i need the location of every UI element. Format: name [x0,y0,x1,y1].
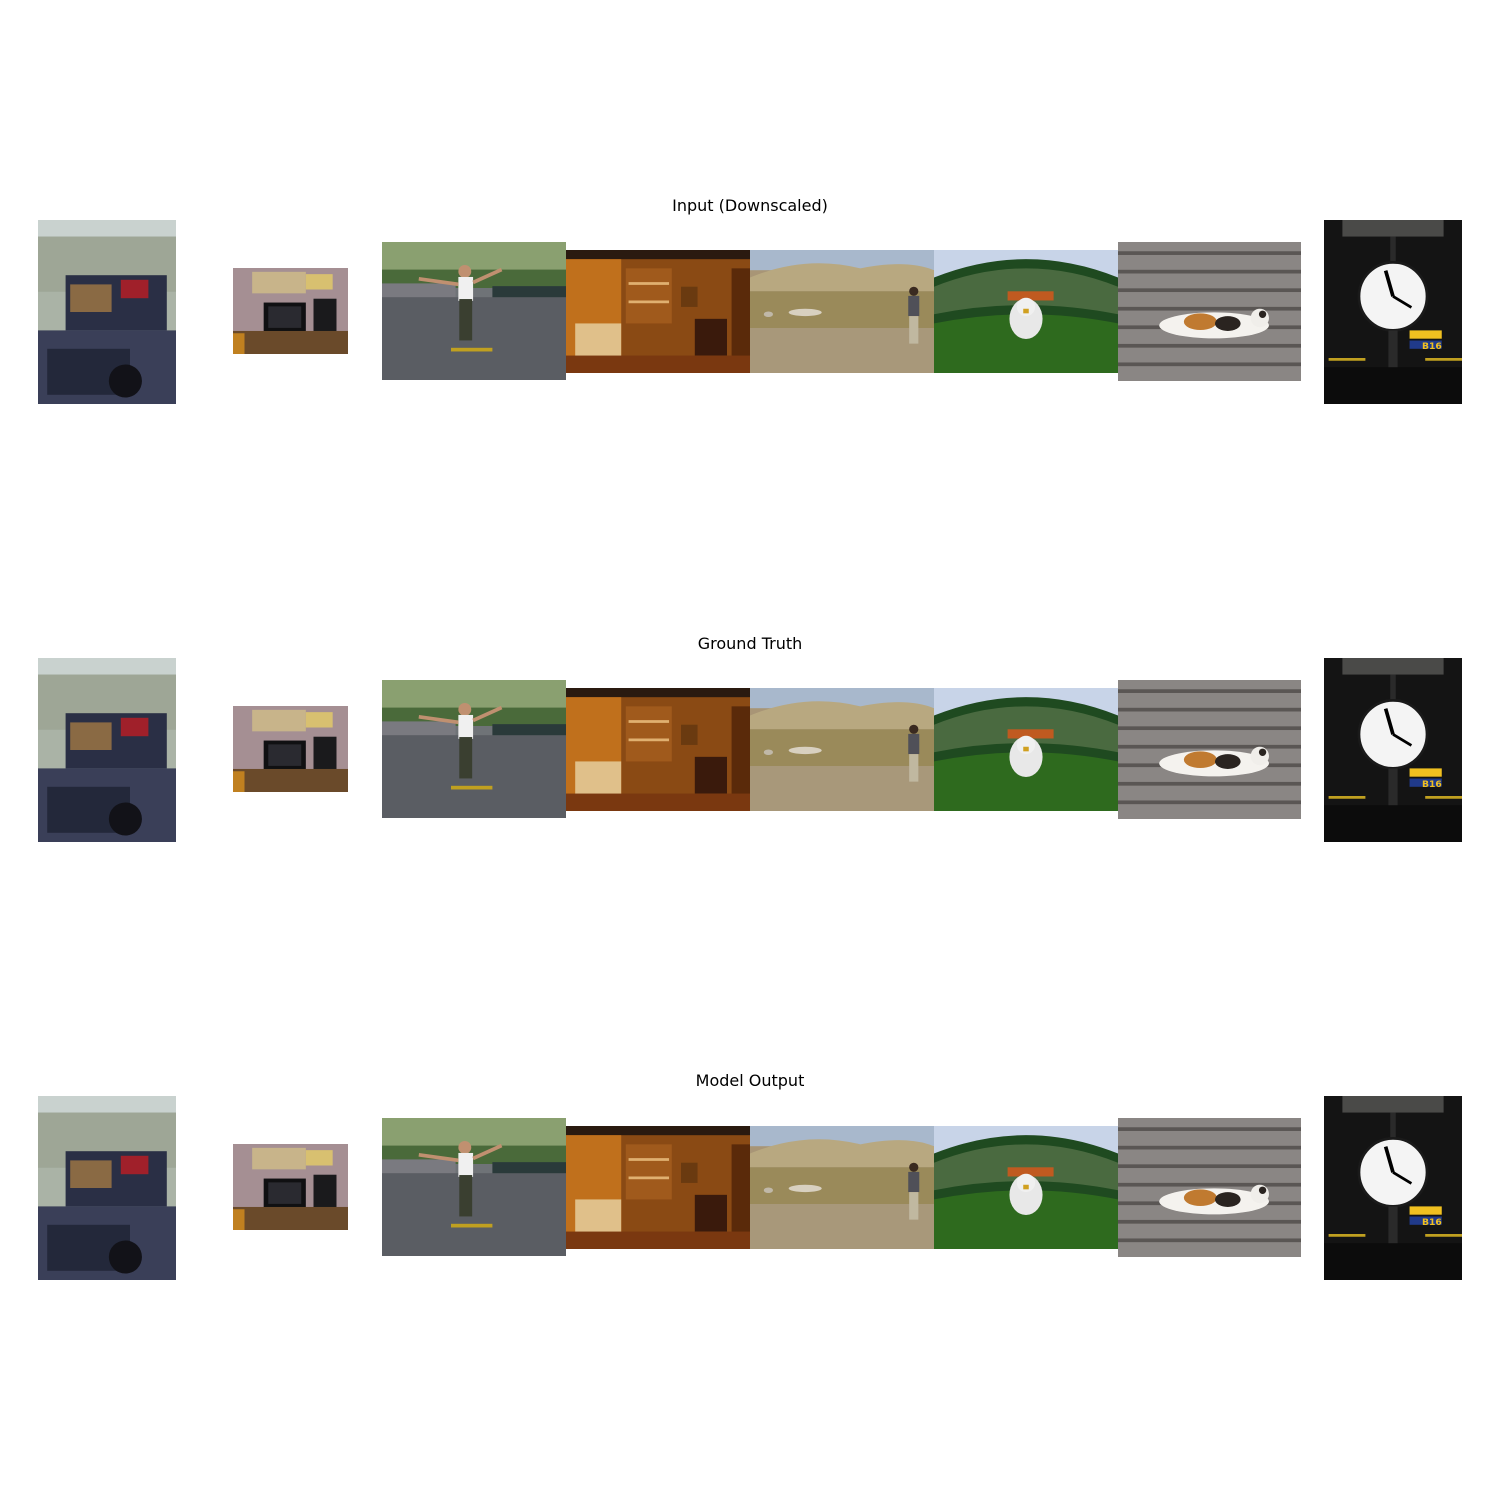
svg-text:B16: B16 [1422,341,1442,352]
input-living-room-fireplace-image [566,250,750,373]
model-output-station-clock-image: B16 [1324,1096,1462,1280]
model-output-desk-computer-monitor-image [233,1144,348,1230]
ground-truth-living-room-fireplace-image [566,688,750,811]
input-desk-computer-monitor-image [233,268,348,354]
input-seagull-fisheye-park-image [934,250,1118,373]
row-title-ground-truth: Ground Truth [697,634,803,653]
input-calico-cat-bench-image [1118,242,1301,381]
row-title-input: Input (Downscaled) [672,196,828,215]
svg-text:B16: B16 [1422,1217,1442,1228]
model-output-skateboarder-street-image [382,1118,566,1256]
ground-truth-desert-man-sheep-image [750,688,934,811]
ground-truth-seagull-fisheye-park-image [934,688,1118,811]
input-desert-man-sheep-image [750,250,934,373]
ground-truth-calico-cat-bench-image [1118,680,1301,819]
model-output-desert-man-sheep-image [750,1126,934,1249]
input-airport-luggage-cart-image [38,220,176,404]
ground-truth-airport-luggage-cart-image [38,658,176,842]
model-output-airport-luggage-cart-image [38,1096,176,1280]
svg-text:B16: B16 [1422,779,1442,790]
ground-truth-skateboarder-street-image [382,680,566,818]
input-skateboarder-street-image [382,242,566,380]
input-station-clock-image: B16 [1324,220,1462,404]
ground-truth-desk-computer-monitor-image [233,706,348,792]
ground-truth-station-clock-image: B16 [1324,658,1462,842]
model-output-seagull-fisheye-park-image [934,1126,1118,1249]
model-output-calico-cat-bench-image [1118,1118,1301,1257]
model-output-living-room-fireplace-image [566,1126,750,1249]
row-title-model-output: Model Output [695,1071,805,1090]
